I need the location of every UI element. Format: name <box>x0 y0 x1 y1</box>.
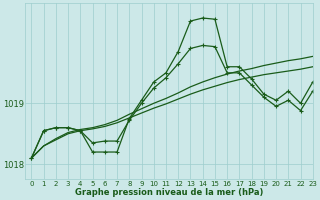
X-axis label: Graphe pression niveau de la mer (hPa): Graphe pression niveau de la mer (hPa) <box>75 188 263 197</box>
